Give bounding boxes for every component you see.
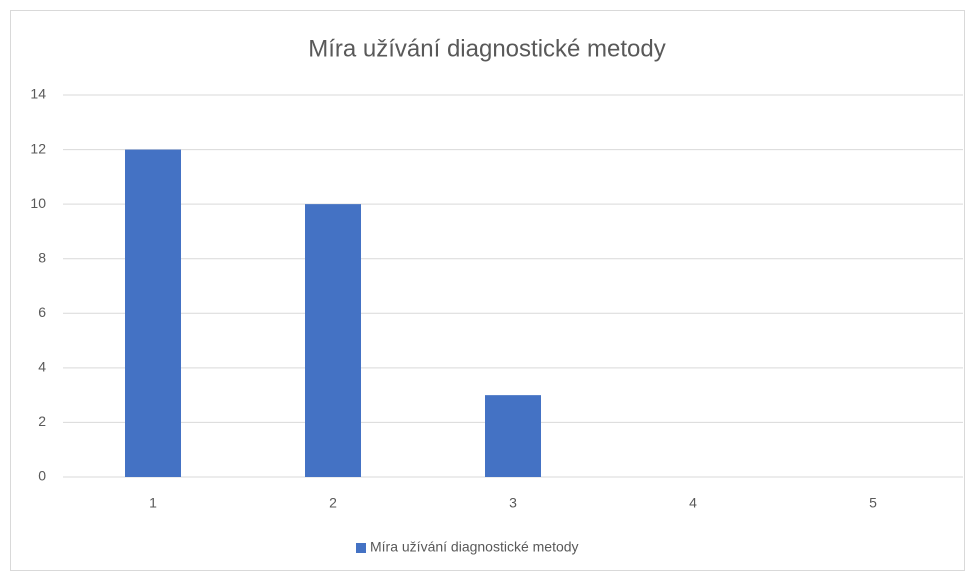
bar bbox=[125, 149, 181, 478]
y-tick-label: 2 bbox=[38, 413, 46, 429]
bar bbox=[485, 395, 541, 477]
x-tick-label: 2 bbox=[329, 495, 337, 511]
y-tick-label: 10 bbox=[30, 195, 46, 211]
y-tick-label: 6 bbox=[38, 304, 46, 320]
x-tick-label: 1 bbox=[149, 495, 157, 511]
y-tick-label: 12 bbox=[30, 140, 46, 156]
x-tick-label: 3 bbox=[509, 495, 517, 511]
y-tick-label: 4 bbox=[38, 359, 46, 375]
legend-swatch bbox=[356, 543, 366, 553]
x-tick-label: 4 bbox=[689, 495, 697, 511]
x-tick-label: 5 bbox=[869, 495, 877, 511]
bar bbox=[305, 204, 361, 477]
y-tick-label: 14 bbox=[30, 86, 46, 102]
y-tick-label: 8 bbox=[38, 249, 46, 265]
legend-label: Míra užívání diagnostické metody bbox=[370, 539, 579, 555]
chart-title: Míra užívání diagnostické metody bbox=[308, 35, 666, 62]
y-tick-label: 0 bbox=[38, 468, 46, 484]
